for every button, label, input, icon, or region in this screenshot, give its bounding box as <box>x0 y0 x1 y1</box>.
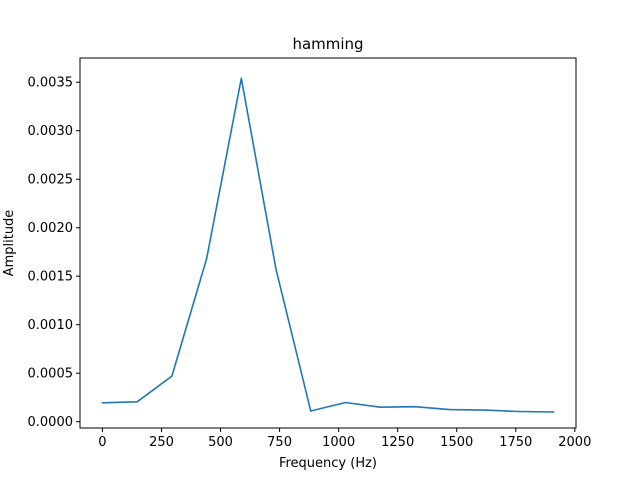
data-point <box>101 401 104 404</box>
x-axis-label: Frequency (Hz) <box>279 456 377 471</box>
y-tick-label: 0.0020 <box>28 221 74 236</box>
y-tick-label: 0.0005 <box>28 367 74 382</box>
data-point <box>309 410 312 412</box>
data-point <box>518 410 520 413</box>
y-tick-label: 0.0030 <box>28 124 74 139</box>
data-point <box>448 408 451 411</box>
y-tick-label: 0.0025 <box>28 173 74 188</box>
series-layer <box>101 77 555 413</box>
series-line <box>102 77 554 413</box>
y-tick-label: 0.0015 <box>28 270 74 285</box>
data-point <box>205 257 208 260</box>
data-point <box>171 375 173 377</box>
x-tick-label: 2000 <box>558 435 591 450</box>
chart-title: hamming <box>292 35 363 53</box>
x-axis-ticks: 0 250 500 750 1000 1250 1500 1750 2000 <box>98 428 591 450</box>
x-tick-label: 1000 <box>322 435 355 450</box>
y-axis-label: Amplitude <box>2 210 17 277</box>
x-tick-label: 500 <box>208 435 233 450</box>
plot-area <box>80 58 576 428</box>
x-tick-label: 1500 <box>440 435 473 450</box>
x-tick-label: 750 <box>267 435 292 450</box>
data-point <box>136 401 138 403</box>
data-point <box>553 411 555 413</box>
x-tick-label: 250 <box>149 435 174 450</box>
y-axis-ticks: 0.0000 0.0005 0.0010 0.0015 0.0020 0.0025 0.00… <box>28 76 80 430</box>
data-point <box>414 405 416 408</box>
plot-frame <box>79 57 577 429</box>
y-tick-label: 0.0035 <box>28 76 74 91</box>
data-point <box>344 401 347 404</box>
data-point <box>379 406 382 408</box>
y-tick-label: 0.0010 <box>28 318 74 333</box>
x-tick-label: 1750 <box>499 435 532 450</box>
data-point <box>240 77 243 80</box>
data-point <box>483 409 486 411</box>
x-tick-label: 0 <box>98 435 106 450</box>
data-point <box>275 268 277 271</box>
y-tick-label: 0.0000 <box>28 415 74 430</box>
x-tick-label: 1250 <box>381 435 414 450</box>
